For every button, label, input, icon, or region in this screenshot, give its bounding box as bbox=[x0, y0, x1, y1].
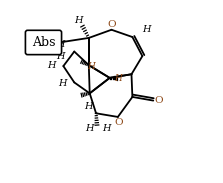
Text: H: H bbox=[114, 74, 122, 83]
Text: H: H bbox=[142, 25, 150, 34]
Text: H: H bbox=[85, 124, 94, 133]
Text: O: O bbox=[114, 118, 123, 127]
Text: H: H bbox=[85, 102, 93, 111]
Text: H: H bbox=[102, 124, 110, 133]
Text: H: H bbox=[74, 16, 83, 25]
Text: H: H bbox=[47, 61, 56, 70]
FancyBboxPatch shape bbox=[25, 30, 62, 55]
Text: H: H bbox=[56, 52, 65, 61]
Text: Abs: Abs bbox=[32, 36, 55, 49]
Text: O: O bbox=[107, 20, 116, 29]
Text: H: H bbox=[87, 61, 95, 71]
Text: H: H bbox=[56, 40, 65, 49]
Text: H: H bbox=[58, 79, 67, 88]
Text: O: O bbox=[155, 96, 163, 105]
